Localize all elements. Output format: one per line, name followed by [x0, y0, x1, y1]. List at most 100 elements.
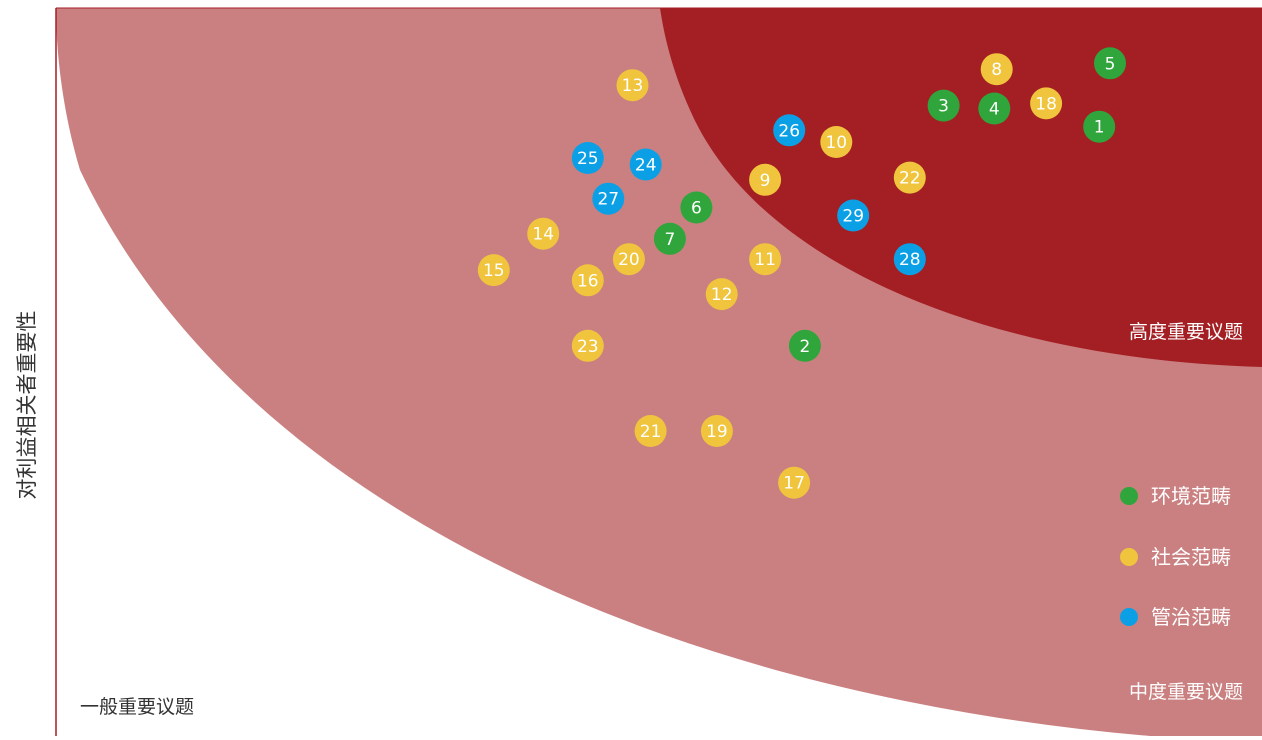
- point-label-25: 25: [577, 149, 599, 169]
- data-point-18: 18: [1030, 87, 1063, 120]
- data-point-28: 28: [893, 243, 926, 276]
- point-marker-12: [705, 278, 738, 311]
- point-label-17: 17: [783, 474, 805, 494]
- data-point-16: 16: [571, 264, 604, 297]
- points-layer: 123 4567891011121314151617181920212223242…: [477, 47, 1126, 499]
- point-label-3: 3: [938, 97, 949, 117]
- legend-label-soc: 社会范畴: [1151, 545, 1231, 569]
- point-marker-29: [837, 199, 870, 232]
- point-label-7: 7: [664, 230, 675, 250]
- legend-item-env: 环境范畴: [1120, 484, 1231, 508]
- point-label-24: 24: [635, 156, 657, 176]
- data-point-9: 9: [749, 163, 782, 196]
- point-marker-15: [477, 254, 510, 287]
- point-label-10: 10: [825, 133, 847, 153]
- point-marker-1: [1083, 110, 1116, 143]
- point-label-1: 1: [1094, 118, 1105, 138]
- point-marker-4: [978, 92, 1011, 125]
- data-point-23: 23: [571, 329, 604, 362]
- data-point-17: 17: [778, 466, 811, 499]
- point-label-5: 5: [1105, 54, 1116, 74]
- point-marker-28: [893, 243, 926, 276]
- data-point-8: 8: [980, 53, 1013, 86]
- y-axis-label: 对利益相关者重要性: [15, 311, 39, 500]
- legend-swatch-gov: [1120, 608, 1138, 626]
- point-label-16: 16: [577, 271, 599, 291]
- data-point-20: 20: [612, 243, 645, 276]
- legend: 环境范畴 社会范畴 管治范畴: [1120, 484, 1231, 629]
- zones-layer: [56, 8, 1262, 736]
- point-label-27: 27: [597, 190, 619, 210]
- point-marker-16: [571, 264, 604, 297]
- point-label-9: 9: [760, 171, 771, 191]
- point-marker-27: [592, 182, 625, 215]
- point-marker-19: [700, 415, 733, 447]
- point-label-8: 8: [991, 60, 1002, 80]
- legend-swatch-soc: [1120, 548, 1138, 566]
- point-label-14: 14: [532, 225, 554, 245]
- point-marker-18: [1030, 87, 1063, 120]
- point-label-11: 11: [754, 250, 776, 270]
- data-point-21: 21: [634, 415, 667, 447]
- data-point-11: 11: [749, 243, 782, 276]
- data-point-22: 22: [893, 161, 926, 194]
- point-marker-8: [980, 53, 1013, 86]
- data-point-2: 2: [788, 329, 821, 362]
- legend-label-env: 环境范畴: [1151, 484, 1231, 508]
- point-marker-9: [749, 163, 782, 196]
- point-label-21: 21: [640, 422, 662, 442]
- data-point-19: 19: [700, 415, 733, 447]
- point-marker-6: [680, 191, 713, 224]
- point-label-26: 26: [778, 121, 800, 141]
- point-label-4: 4: [989, 100, 1000, 120]
- legend-item-gov: 管治范畴: [1120, 605, 1231, 629]
- point-marker-10: [820, 126, 853, 158]
- point-marker-13: [616, 69, 649, 102]
- point-marker-3: [927, 89, 960, 122]
- data-point-24: 24: [629, 148, 662, 181]
- point-label-12: 12: [711, 285, 733, 305]
- data-point-5: 5: [1094, 47, 1126, 80]
- point-label-6: 6: [691, 199, 702, 219]
- point-marker-26: [773, 114, 806, 147]
- point-marker-21: [634, 415, 667, 447]
- point-marker-17: [778, 466, 811, 499]
- point-label-13: 13: [622, 76, 644, 96]
- data-point-15: 15: [477, 254, 510, 287]
- data-point-1: 1: [1083, 110, 1116, 143]
- axes-layer: [55, 7, 1262, 736]
- data-point-27: 27: [592, 182, 625, 215]
- legend-item-soc: 社会范畴: [1120, 545, 1231, 569]
- data-point-13: 13: [616, 69, 649, 102]
- data-point-3: 3: [927, 89, 960, 122]
- point-label-22: 22: [899, 169, 921, 189]
- point-marker-22: [893, 161, 926, 194]
- point-label-15: 15: [483, 261, 505, 281]
- point-marker-25: [571, 142, 604, 174]
- point-marker-5: [1094, 47, 1126, 80]
- data-point-25: 25: [571, 142, 604, 174]
- point-marker-23: [571, 329, 604, 362]
- point-marker-2: [788, 329, 821, 362]
- point-label-2: 2: [799, 337, 810, 357]
- data-point-4: 4: [978, 92, 1011, 125]
- point-label-28: 28: [899, 250, 921, 270]
- data-point-10: 10: [820, 126, 853, 158]
- point-label-18: 18: [1035, 94, 1057, 114]
- data-point-26: 26: [773, 114, 806, 147]
- data-point-14: 14: [527, 217, 560, 250]
- point-marker-24: [629, 148, 662, 181]
- data-point-7: 7: [653, 222, 686, 255]
- point-label-23: 23: [577, 337, 599, 357]
- high-importance-zone: [660, 8, 1262, 367]
- data-point-12: 12: [705, 278, 738, 311]
- legend-label-gov: 管治范畴: [1151, 605, 1231, 629]
- zone-label-high: 高度重要议题: [1129, 321, 1243, 343]
- point-marker-20: [612, 243, 645, 276]
- zone-label-medium: 中度重要议题: [1129, 681, 1243, 703]
- legend-swatch-env: [1120, 487, 1138, 505]
- point-marker-7: [653, 222, 686, 255]
- point-marker-14: [527, 217, 560, 250]
